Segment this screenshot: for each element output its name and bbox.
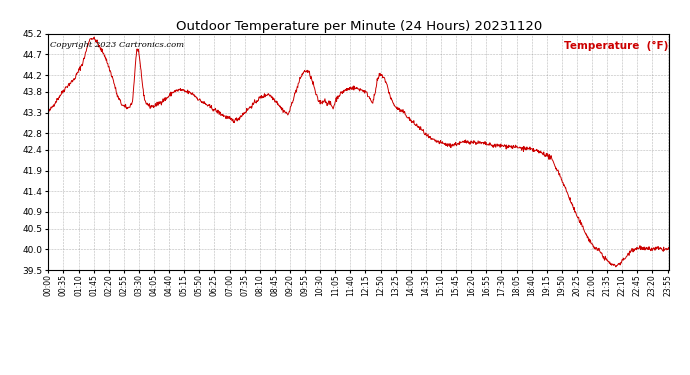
Text: Temperature  (°F): Temperature (°F) [564, 41, 668, 51]
Title: Outdoor Temperature per Minute (24 Hours) 20231120: Outdoor Temperature per Minute (24 Hours… [176, 20, 542, 33]
Text: Copyright 2023 Cartronics.com: Copyright 2023 Cartronics.com [50, 41, 184, 49]
